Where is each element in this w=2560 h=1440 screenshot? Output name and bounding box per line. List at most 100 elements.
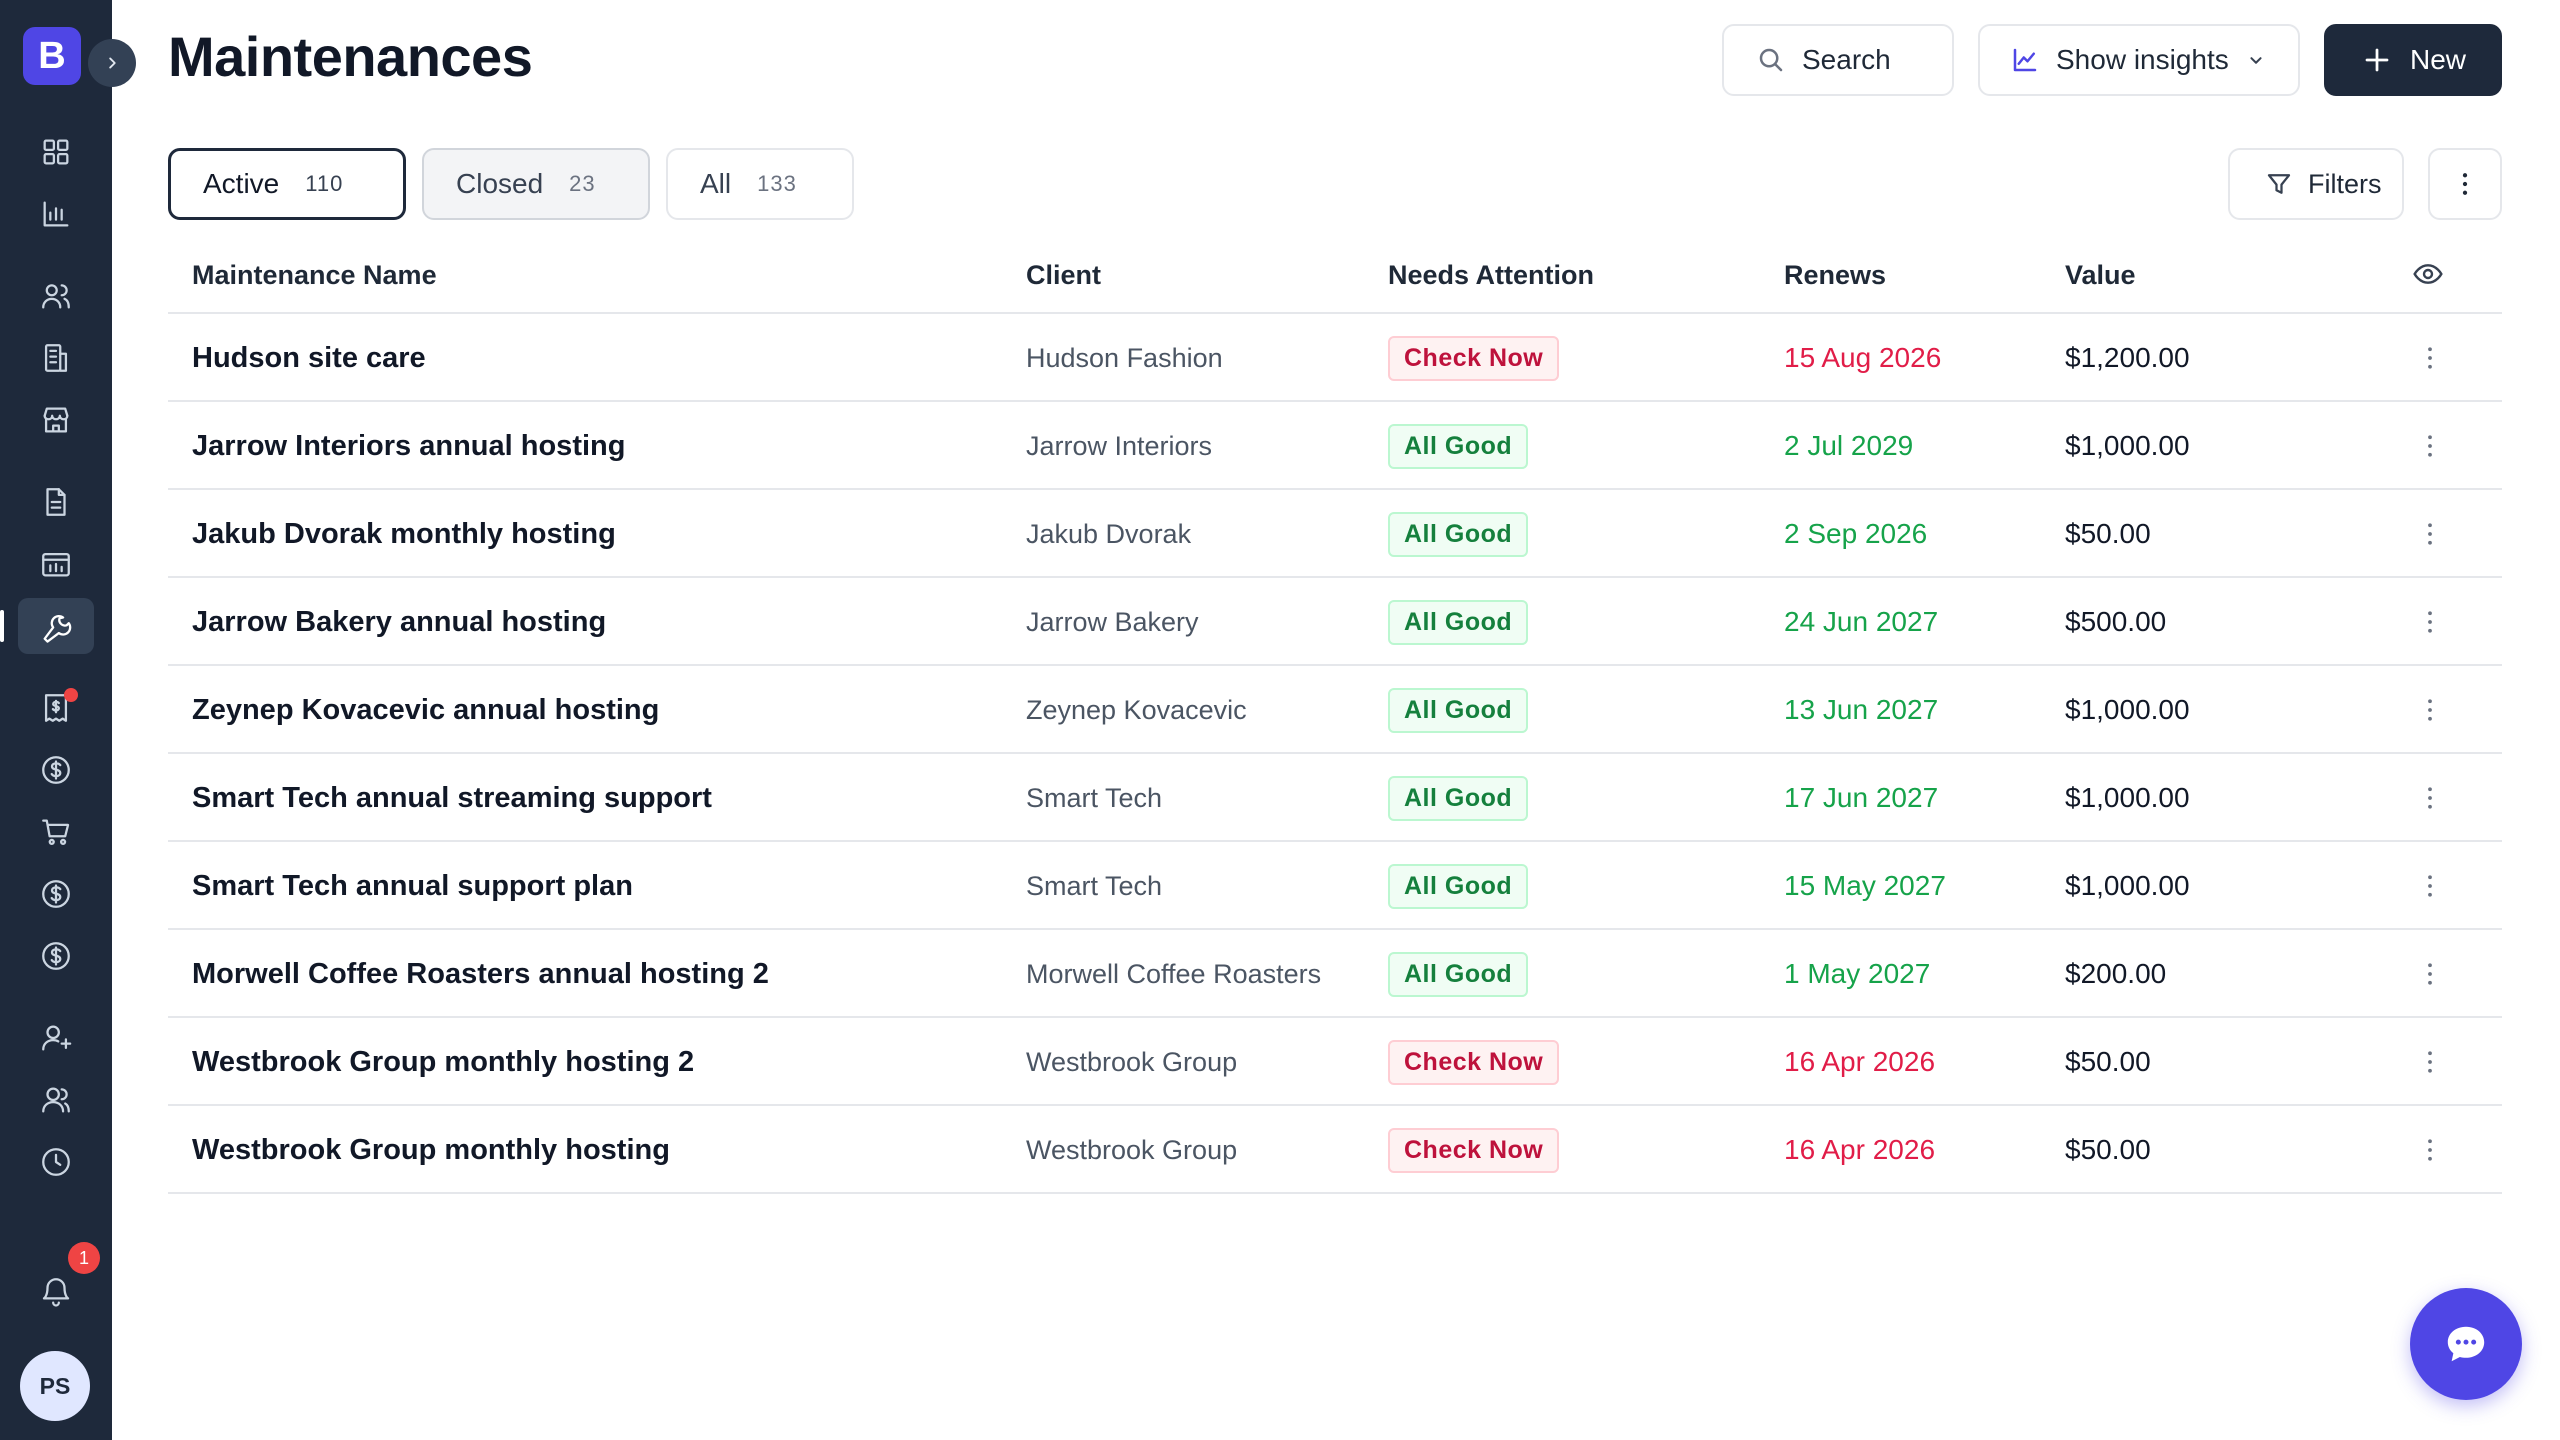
table-row[interactable]: Jarrow Bakery annual hosting Jarrow Baker… [168, 578, 2502, 666]
dashboard-icon [43, 139, 69, 165]
table-row[interactable]: Westbrook Group monthly hosting Westbrook… [168, 1106, 2502, 1194]
filters-button[interactable]: Filters [2228, 148, 2404, 220]
sidebar-item-user[interactable] [18, 1010, 94, 1066]
client-name[interactable]: Morwell Coffee Roasters [1026, 958, 1322, 989]
row-actions-button[interactable] [2412, 842, 2448, 930]
row-actions-button[interactable] [2412, 754, 2448, 842]
more-options-button[interactable] [2428, 148, 2502, 220]
column-header-renews[interactable]: Renews [1784, 260, 1887, 290]
maintenance-name[interactable]: Smart Tech annual streaming support [192, 781, 712, 814]
sidebar-item-store[interactable] [18, 392, 94, 448]
avatar[interactable]: PS [20, 1351, 90, 1421]
more-vertical-icon [2428, 435, 2432, 457]
wrench-icon [43, 614, 72, 643]
chat-button[interactable] [2410, 1288, 2522, 1400]
row-actions-button[interactable] [2412, 578, 2448, 666]
tab-active-label: Active [203, 168, 280, 199]
team-icon [42, 1087, 70, 1113]
row-actions-button[interactable] [2412, 1106, 2448, 1194]
client-name[interactable]: Zeynep Kovacevic [1026, 694, 1247, 725]
row-actions-button[interactable] [2412, 402, 2448, 490]
table-row[interactable]: Smart Tech annual support plan Smart Tech… [168, 842, 2502, 930]
bell-icon[interactable] [18, 1264, 94, 1320]
more-vertical-icon [2428, 699, 2432, 721]
sidebar-item-dollar[interactable] [18, 742, 94, 798]
tab-active[interactable]: Active 110 [168, 148, 406, 220]
value-amount: $1,200.00 [2065, 342, 2190, 373]
sidebar-item-companies-building[interactable] [18, 330, 94, 386]
sidebar-item-invoice[interactable] [18, 680, 94, 736]
column-header-value[interactable]: Value [2065, 260, 2136, 290]
new-maintenance-button[interactable]: New [2324, 24, 2502, 96]
sidebar-item-wrench[interactable] [0, 598, 94, 654]
column-visibility-button[interactable] [2412, 258, 2444, 297]
row-actions-button[interactable] [2412, 930, 2448, 1018]
sidebar-item-reports-chart[interactable] [18, 186, 94, 242]
page-title: Maintenances [168, 25, 533, 88]
table-row[interactable]: Westbrook Group monthly hosting 2 Westbro… [168, 1018, 2502, 1106]
maintenance-name[interactable]: Westbrook Group monthly hosting 2 [192, 1045, 695, 1078]
maintenance-name[interactable]: Zeynep Kovacevic annual hosting [192, 693, 660, 726]
sidebar-item-dollar-2[interactable] [18, 866, 94, 922]
notification-dot [64, 688, 78, 702]
maintenance-name[interactable]: Westbrook Group monthly hosting [192, 1133, 670, 1166]
maintenance-name[interactable]: Smart Tech annual support plan [192, 869, 633, 902]
store-icon [43, 407, 69, 433]
column-header-needs-attention[interactable]: Needs Attention [1388, 260, 1595, 290]
table-header: Maintenance Name Client Needs Attention … [168, 240, 2502, 314]
table-row[interactable]: Jakub Dvorak monthly hosting Jakub Dvorak… [168, 490, 2502, 578]
column-header-name[interactable]: Maintenance Name [192, 260, 437, 290]
table-row[interactable]: Jarrow Interiors annual hosting Jarrow In… [168, 402, 2502, 490]
maintenance-name[interactable]: Jarrow Bakery annual hosting [192, 605, 607, 638]
needs-attention-cell: Check Now [1388, 1106, 1560, 1194]
tab-closed[interactable]: Closed 23 [422, 148, 650, 220]
maintenance-name[interactable]: Morwell Coffee Roasters annual hosting 2 [192, 957, 769, 990]
client-name[interactable]: Hudson Fashion [1026, 342, 1223, 373]
maintenances-table: Maintenance Name Client Needs Attention … [168, 240, 2502, 1194]
maintenance-name[interactable]: Jakub Dvorak monthly hosting [192, 517, 616, 550]
row-actions-button[interactable] [2412, 314, 2448, 402]
renews-date: 16 Apr 2026 [1784, 1046, 1936, 1077]
sidebar-item-team[interactable] [18, 1072, 94, 1128]
more-vertical-icon [2428, 787, 2432, 809]
row-actions-button[interactable] [2412, 1018, 2448, 1106]
client-name[interactable]: Westbrook Group [1026, 1134, 1238, 1165]
maintenance-name[interactable]: Jarrow Interiors annual hosting [192, 429, 626, 462]
sidebar-item-dollar-3[interactable] [18, 928, 94, 984]
dollar-icon [42, 756, 70, 784]
table-row[interactable]: Smart Tech annual streaming support Smart… [168, 754, 2502, 842]
row-actions-button[interactable] [2412, 666, 2448, 754]
search-button[interactable]: Search [1722, 24, 1954, 96]
companies-building-icon [44, 344, 68, 372]
sidebar-item-projects[interactable] [18, 536, 94, 592]
client-name[interactable]: Jarrow Interiors [1026, 430, 1213, 461]
client-name[interactable]: Jakub Dvorak [1026, 518, 1192, 549]
sidebar-item-cart[interactable] [18, 804, 94, 860]
client-name[interactable]: Smart Tech [1026, 782, 1163, 813]
sidebar-item-dashboard[interactable] [18, 124, 94, 180]
table-row[interactable]: Hudson site care Hudson Fashion Check Now 1… [168, 314, 2502, 402]
plus-icon [2365, 48, 2389, 72]
sidebar-item-contacts[interactable] [18, 268, 94, 324]
column-header-client[interactable]: Client [1026, 260, 1102, 290]
status-badge: All Good [1388, 423, 1529, 469]
sidebar-item-document[interactable] [18, 474, 94, 530]
client-name[interactable]: Westbrook Group [1026, 1046, 1238, 1077]
search-icon [1759, 48, 1783, 72]
table-row[interactable]: Zeynep Kovacevic annual hosting Zeynep Ko… [168, 666, 2502, 754]
status-badge: Check Now [1388, 1127, 1560, 1173]
client-name[interactable]: Smart Tech [1026, 870, 1163, 901]
maintenance-name[interactable]: Hudson site care [192, 341, 426, 374]
more-vertical-icon [2462, 173, 2468, 195]
sidebar-expand-button[interactable] [88, 39, 136, 87]
client-name[interactable]: Jarrow Bakery [1026, 606, 1199, 637]
show-insights-button[interactable]: Show insights [1978, 24, 2300, 96]
table-row[interactable]: Morwell Coffee Roasters annual hosting 2… [168, 930, 2502, 1018]
value-amount: $200.00 [2065, 958, 2167, 989]
status-badge: All Good [1388, 951, 1529, 997]
tab-all[interactable]: All 133 [666, 148, 854, 220]
status-badge: Check Now [1388, 335, 1560, 381]
app-logo[interactable]: B [23, 27, 81, 85]
sidebar-item-clock[interactable] [18, 1134, 94, 1190]
row-actions-button[interactable] [2412, 490, 2448, 578]
